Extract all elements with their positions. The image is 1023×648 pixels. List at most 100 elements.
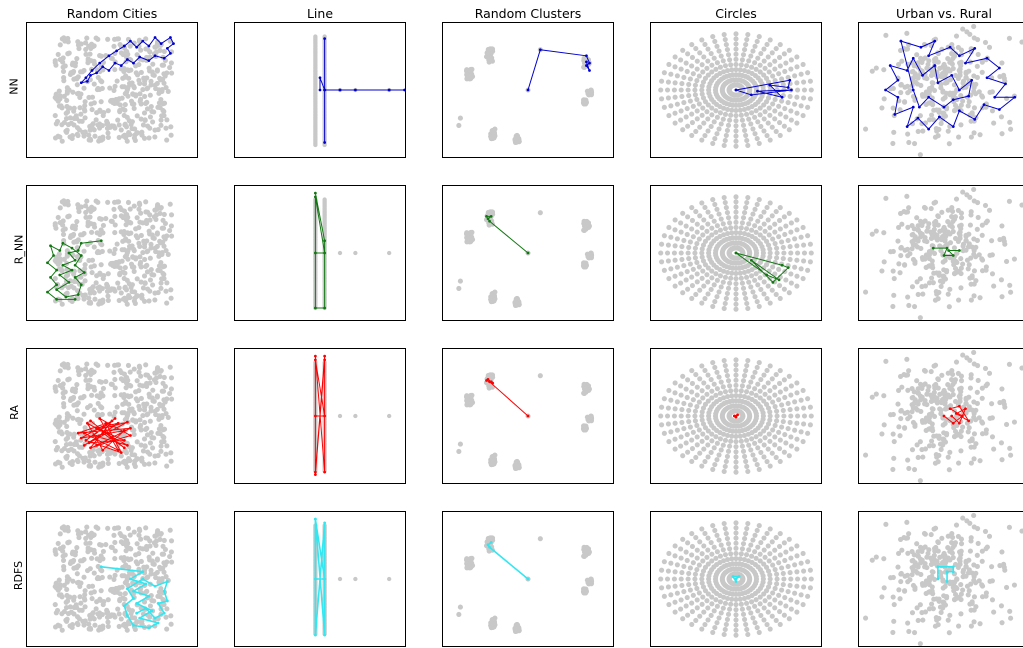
city-point xyxy=(914,442,920,448)
panel-nn-urban-rural xyxy=(858,22,1023,158)
city-point xyxy=(128,556,134,562)
city-point xyxy=(81,248,87,254)
city-point xyxy=(717,110,723,116)
city-point xyxy=(709,225,715,231)
route-point xyxy=(95,426,99,430)
city-point xyxy=(692,82,698,88)
city-point xyxy=(52,221,58,227)
city-point xyxy=(156,100,162,106)
city-point xyxy=(145,286,151,292)
city-point xyxy=(710,360,716,366)
city-point xyxy=(919,394,925,400)
city-point xyxy=(95,285,101,291)
city-point xyxy=(150,72,156,78)
city-point xyxy=(674,264,680,270)
city-point xyxy=(728,275,734,281)
city-point xyxy=(152,207,158,213)
city-point xyxy=(65,39,71,45)
city-point xyxy=(776,397,782,403)
city-point xyxy=(167,227,173,234)
city-point xyxy=(767,112,773,118)
city-point xyxy=(971,73,977,79)
city-point xyxy=(955,44,961,50)
city-point xyxy=(118,290,124,296)
city-point xyxy=(902,247,908,253)
city-point xyxy=(728,112,734,118)
city-point xyxy=(776,380,783,387)
city-point xyxy=(989,415,995,421)
city-point xyxy=(758,123,764,130)
city-point xyxy=(748,53,754,59)
route-point xyxy=(313,191,317,195)
city-point xyxy=(90,447,96,453)
city-point xyxy=(87,453,93,459)
city-point xyxy=(167,527,173,533)
city-point xyxy=(800,438,806,445)
city-point xyxy=(666,112,672,119)
route-point xyxy=(79,81,83,85)
city-point xyxy=(930,117,936,123)
panel-plot xyxy=(313,34,405,148)
city-point xyxy=(128,98,135,104)
city-point xyxy=(794,283,800,289)
city-point xyxy=(75,133,81,139)
city-point xyxy=(758,376,764,383)
city-point xyxy=(702,132,708,139)
city-point xyxy=(140,285,146,291)
city-point xyxy=(86,94,92,101)
city-point xyxy=(123,222,129,228)
city-point xyxy=(727,57,733,63)
city-point xyxy=(133,293,140,300)
route-point xyxy=(485,214,488,218)
city-point xyxy=(683,440,689,446)
city-point xyxy=(699,438,705,444)
city-point xyxy=(725,378,732,384)
city-point xyxy=(678,280,684,286)
city-point xyxy=(704,272,710,278)
city-point xyxy=(795,413,801,419)
city-point xyxy=(705,428,711,434)
city-point xyxy=(99,85,105,91)
city-point xyxy=(712,462,718,468)
city-point xyxy=(664,413,671,419)
city-point xyxy=(112,539,118,546)
route-point xyxy=(104,421,108,425)
city-point xyxy=(714,277,720,283)
city-point xyxy=(111,43,117,49)
city-point xyxy=(672,390,678,396)
route-point xyxy=(338,88,342,92)
route-point xyxy=(323,141,327,144)
city-point xyxy=(163,84,169,91)
city-point xyxy=(909,69,915,75)
city-point xyxy=(140,250,146,256)
city-point xyxy=(713,271,719,277)
city-point xyxy=(767,417,773,423)
city-point xyxy=(764,458,770,465)
route-point xyxy=(899,39,903,43)
city-point xyxy=(794,120,800,126)
route-point xyxy=(323,470,327,474)
city-point xyxy=(906,368,912,374)
city-point xyxy=(733,291,739,297)
city-point xyxy=(81,106,87,113)
city-point xyxy=(741,394,748,400)
city-point xyxy=(125,362,132,369)
city-point xyxy=(100,276,106,282)
city-point xyxy=(689,63,695,69)
city-point xyxy=(709,69,715,75)
route-point xyxy=(323,251,327,255)
city-point xyxy=(924,65,930,71)
city-point xyxy=(61,419,67,425)
city-point xyxy=(690,266,696,272)
city-point xyxy=(150,119,156,125)
city-point xyxy=(896,261,902,267)
city-point xyxy=(150,235,156,241)
city-point xyxy=(674,101,680,107)
city-point xyxy=(468,231,474,237)
city-point xyxy=(88,300,94,306)
city-point xyxy=(74,219,80,225)
city-point xyxy=(898,407,904,414)
city-point xyxy=(909,232,915,238)
city-point xyxy=(896,387,902,394)
city-point xyxy=(808,250,814,256)
